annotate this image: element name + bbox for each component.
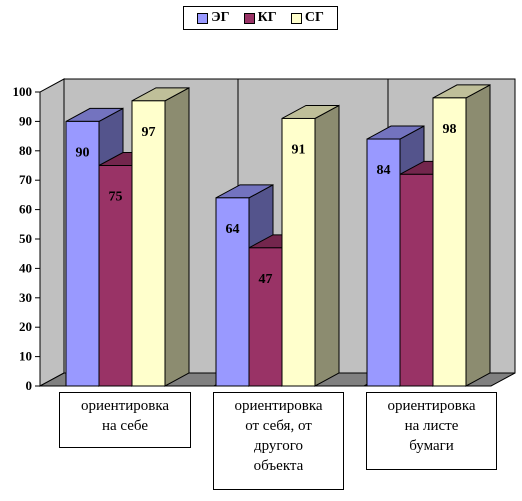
category-label-3-line-1: ориентировка: [387, 398, 476, 414]
category-label-2-line-3: другого: [254, 438, 303, 454]
data-label-1-1: 90: [76, 145, 90, 160]
bar-front: [399, 173, 434, 387]
data-label-3-1: 84: [377, 163, 391, 178]
bar-front: [215, 197, 250, 387]
y-tick-label-50: 50: [19, 231, 32, 246]
y-tick-label-70: 70: [19, 172, 32, 187]
bar-front: [131, 100, 166, 387]
bar-front: [248, 247, 283, 387]
y-tick-label-20: 20: [19, 319, 32, 334]
y-tick-label-10: 10: [19, 349, 32, 364]
data-label-3-3: 98: [443, 122, 457, 137]
category-label-2: ориентировка от себя, от другого объекта: [213, 392, 344, 490]
bar-side: [314, 104, 340, 387]
category-label-1-line-2: на себе: [101, 418, 149, 434]
bar-front: [432, 97, 467, 387]
y-tick-label-40: 40: [19, 260, 32, 275]
category-label-2-line-1: ориентировка: [234, 398, 323, 414]
category-label-1: ориентировка на себе: [59, 392, 191, 448]
y-tick-label-90: 90: [19, 113, 32, 128]
y-tick-label-100: 100: [13, 84, 33, 99]
legend-item-eg: ЭГ: [197, 10, 229, 26]
legend: ЭГ КГ СГ: [183, 6, 338, 30]
data-label-2-1: 64: [226, 222, 240, 237]
y-tick-label-80: 80: [19, 143, 32, 158]
legend-item-kg: КГ: [243, 10, 277, 26]
category-label-3: ориентировка на листе бумаги: [366, 392, 497, 470]
side-wall: [39, 78, 65, 387]
bar-2-3: [281, 104, 340, 387]
bar-1-3: [131, 86, 190, 387]
legend-label-kg: КГ: [257, 10, 277, 25]
bar-front: [65, 120, 100, 387]
legend-swatch-kg: [243, 12, 255, 24]
bar-side: [465, 84, 491, 387]
y-tick-label-30: 30: [19, 290, 32, 305]
legend-swatch-eg: [197, 12, 209, 24]
y-tick-label-0: 0: [26, 378, 33, 393]
data-labels: 90 75 97 64 47 91 84 98: [76, 122, 457, 287]
category-label-2-line-2: от себя, от: [245, 418, 312, 434]
bar-side: [164, 86, 190, 387]
data-label-2-2: 47: [259, 272, 273, 287]
y-axis: 0 10 20 30 40 50 60 70 80 90 100: [13, 84, 41, 393]
legend-item-sg: СГ: [290, 10, 324, 26]
category-label-1-line-1: ориентировка: [80, 398, 170, 414]
data-label-1-2: 75: [109, 190, 123, 205]
data-label-2-3: 91: [292, 142, 306, 157]
bar-front: [281, 117, 316, 387]
bars: [65, 84, 491, 387]
category-label-2-line-4: объекта: [253, 458, 304, 474]
legend-label-sg: СГ: [304, 10, 324, 25]
category-label-3-line-2: на листе: [404, 418, 459, 434]
bar-3-3: [432, 84, 491, 387]
bar-front: [98, 165, 133, 387]
legend-swatch-sg: [290, 12, 302, 24]
category-label-3-line-3: бумаги: [409, 438, 454, 454]
y-tick-label-60: 60: [19, 202, 32, 217]
data-label-1-3: 97: [142, 125, 156, 140]
legend-label-eg: ЭГ: [211, 10, 230, 25]
bar-front: [366, 138, 401, 387]
